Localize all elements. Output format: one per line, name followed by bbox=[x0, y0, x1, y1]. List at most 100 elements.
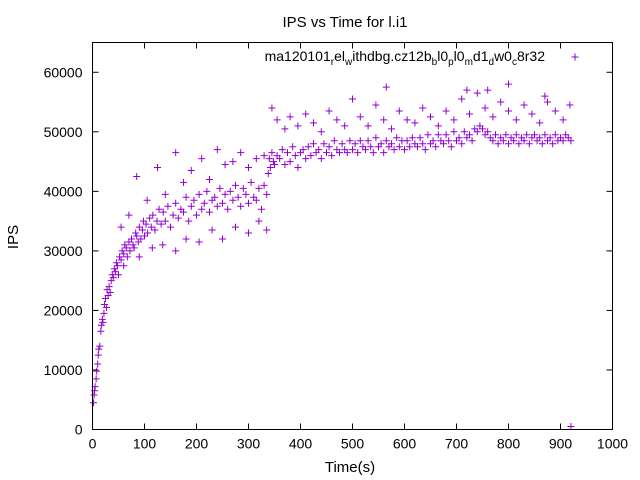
data-point bbox=[317, 155, 325, 163]
data-point bbox=[182, 235, 190, 243]
data-point bbox=[148, 244, 156, 252]
data-point bbox=[549, 140, 557, 148]
data-point bbox=[536, 119, 544, 127]
data-point bbox=[310, 119, 317, 127]
data-point bbox=[118, 247, 126, 255]
data-point bbox=[395, 107, 403, 115]
data-point bbox=[502, 131, 510, 139]
data-point bbox=[96, 342, 104, 350]
data-point bbox=[126, 247, 134, 255]
data-point bbox=[213, 202, 221, 210]
legend: ma120101relwithdbg.cz12bbl0pl0md1dw0c8r3… bbox=[265, 48, 579, 68]
data-point bbox=[447, 143, 455, 151]
data-point bbox=[266, 164, 274, 172]
data-point bbox=[92, 375, 100, 383]
data-point bbox=[242, 190, 250, 198]
data-point bbox=[294, 122, 302, 130]
data-point bbox=[147, 223, 155, 231]
data-point bbox=[229, 158, 237, 166]
data-point bbox=[161, 217, 169, 225]
data-point bbox=[408, 134, 416, 142]
data-point bbox=[117, 256, 125, 264]
data-point bbox=[142, 220, 150, 228]
data-point bbox=[100, 309, 108, 317]
data-point bbox=[458, 140, 466, 148]
data-point bbox=[252, 155, 260, 163]
data-point bbox=[367, 143, 375, 151]
data-point bbox=[541, 131, 549, 139]
data-point bbox=[442, 107, 450, 115]
x-tick-label: 100 bbox=[133, 436, 157, 452]
data-point bbox=[128, 235, 135, 243]
data-point bbox=[424, 131, 432, 139]
data-point bbox=[372, 134, 380, 142]
data-point bbox=[108, 271, 116, 279]
data-point bbox=[149, 211, 157, 219]
data-point bbox=[356, 113, 364, 121]
data-point bbox=[388, 140, 395, 148]
data-point bbox=[113, 262, 121, 270]
data-point bbox=[195, 190, 203, 198]
data-point bbox=[551, 131, 559, 139]
data-point bbox=[382, 137, 390, 145]
data-point bbox=[377, 140, 385, 148]
data-point bbox=[294, 164, 302, 172]
data-point bbox=[536, 134, 544, 142]
data-point bbox=[286, 113, 294, 121]
data-point bbox=[206, 175, 213, 183]
data-point bbox=[299, 146, 307, 154]
x-tick-label: 400 bbox=[289, 436, 313, 452]
axis-ticks: 0 100 200 300 400 500 600 700 800 900 100001000020… bbox=[44, 42, 628, 452]
data-point bbox=[414, 143, 421, 151]
data-point bbox=[289, 143, 297, 151]
data-point bbox=[315, 146, 323, 154]
legend-marker bbox=[571, 53, 579, 61]
data-point bbox=[434, 122, 442, 130]
data-point bbox=[116, 253, 124, 261]
y-tick-label: 20000 bbox=[44, 302, 83, 318]
data-point bbox=[144, 229, 152, 237]
data-point bbox=[380, 149, 388, 157]
data-point bbox=[103, 303, 111, 311]
data-point bbox=[416, 134, 424, 142]
data-points bbox=[90, 80, 575, 431]
data-point bbox=[525, 140, 533, 148]
data-point bbox=[239, 184, 247, 192]
data-point bbox=[382, 83, 390, 91]
data-point bbox=[440, 140, 447, 148]
data-point bbox=[198, 205, 206, 213]
data-point bbox=[219, 199, 226, 207]
data-point bbox=[255, 184, 263, 192]
data-point bbox=[157, 220, 165, 228]
data-point bbox=[211, 193, 219, 201]
data-point bbox=[195, 238, 203, 246]
data-point bbox=[263, 190, 271, 198]
data-point bbox=[161, 190, 169, 198]
data-point bbox=[281, 161, 289, 169]
data-point bbox=[153, 217, 161, 225]
data-point bbox=[187, 167, 195, 175]
data-point bbox=[505, 80, 512, 88]
data-point bbox=[263, 226, 271, 234]
data-point bbox=[356, 137, 364, 145]
data-point bbox=[497, 98, 505, 106]
data-point bbox=[520, 101, 528, 109]
data-point bbox=[341, 122, 349, 130]
data-point bbox=[330, 137, 338, 145]
data-point bbox=[445, 137, 453, 145]
data-point bbox=[206, 208, 213, 216]
data-point bbox=[90, 391, 98, 399]
data-point bbox=[106, 289, 114, 297]
data-point bbox=[455, 134, 463, 142]
data-point bbox=[380, 116, 388, 124]
data-point bbox=[362, 146, 369, 154]
y-tick-label: 50000 bbox=[44, 124, 83, 140]
data-point bbox=[411, 119, 419, 127]
data-point bbox=[135, 223, 143, 231]
data-point bbox=[226, 187, 234, 195]
data-point bbox=[123, 253, 131, 261]
data-point bbox=[129, 241, 137, 249]
data-point bbox=[538, 140, 546, 148]
data-point bbox=[450, 116, 458, 124]
data-point bbox=[484, 86, 492, 94]
